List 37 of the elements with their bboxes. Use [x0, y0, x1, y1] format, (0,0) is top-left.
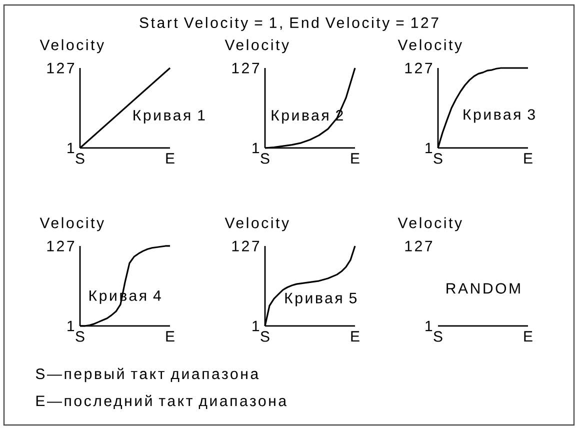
series-label: Кривая 1 — [134, 110, 205, 124]
x-tick-label: S — [76, 331, 84, 342]
y-tick-label: 1 — [426, 142, 432, 154]
y-tick-label: 1 — [426, 320, 432, 332]
y-axis-title: Velocity — [398, 39, 462, 54]
x-tick-label: E — [166, 331, 174, 342]
x-tick-label: E — [351, 331, 360, 342]
y-tick-label: 127 — [232, 62, 260, 74]
x-tick-label: E — [524, 153, 532, 164]
y-axis-title: Velocity — [40, 217, 104, 232]
y-tick-label: 127 — [405, 240, 432, 252]
series-label: Кривая 5 — [285, 292, 357, 306]
x-tick-label: S — [76, 153, 84, 164]
y-axis-title: Velocity — [398, 217, 462, 232]
x-tick-label: E — [524, 331, 532, 342]
x-tick-label: S — [260, 153, 270, 164]
y-tick-label: 1 — [252, 142, 260, 154]
y-tick-label: 1 — [68, 320, 74, 332]
y-axis-title: Velocity — [224, 217, 289, 232]
x-tick-label: S — [434, 331, 442, 342]
y-tick-label: 127 — [232, 240, 260, 252]
x-tick-label: E — [166, 153, 174, 164]
text: Start Velocity = 1, End Velocity = 127 — [140, 17, 438, 31]
annotation: RANDOM — [446, 283, 520, 294]
x-tick-label: E — [351, 153, 360, 164]
y-tick-label: 1 — [68, 142, 74, 154]
x-tick-label: S — [434, 153, 442, 164]
y-tick-label: 127 — [47, 62, 74, 74]
y-tick-label: 127 — [405, 62, 432, 74]
y-tick-label: 1 — [252, 320, 260, 332]
text: S—первый такт диапазона — [36, 368, 259, 382]
y-axis-title: Velocity — [224, 39, 289, 54]
y-tick-label: 127 — [47, 240, 74, 252]
y-axis-title: Velocity — [40, 39, 104, 54]
text: E—последний такт диапазона — [36, 394, 287, 410]
x-tick-label: S — [260, 331, 270, 342]
series-label: Кривая 3 — [464, 109, 535, 123]
